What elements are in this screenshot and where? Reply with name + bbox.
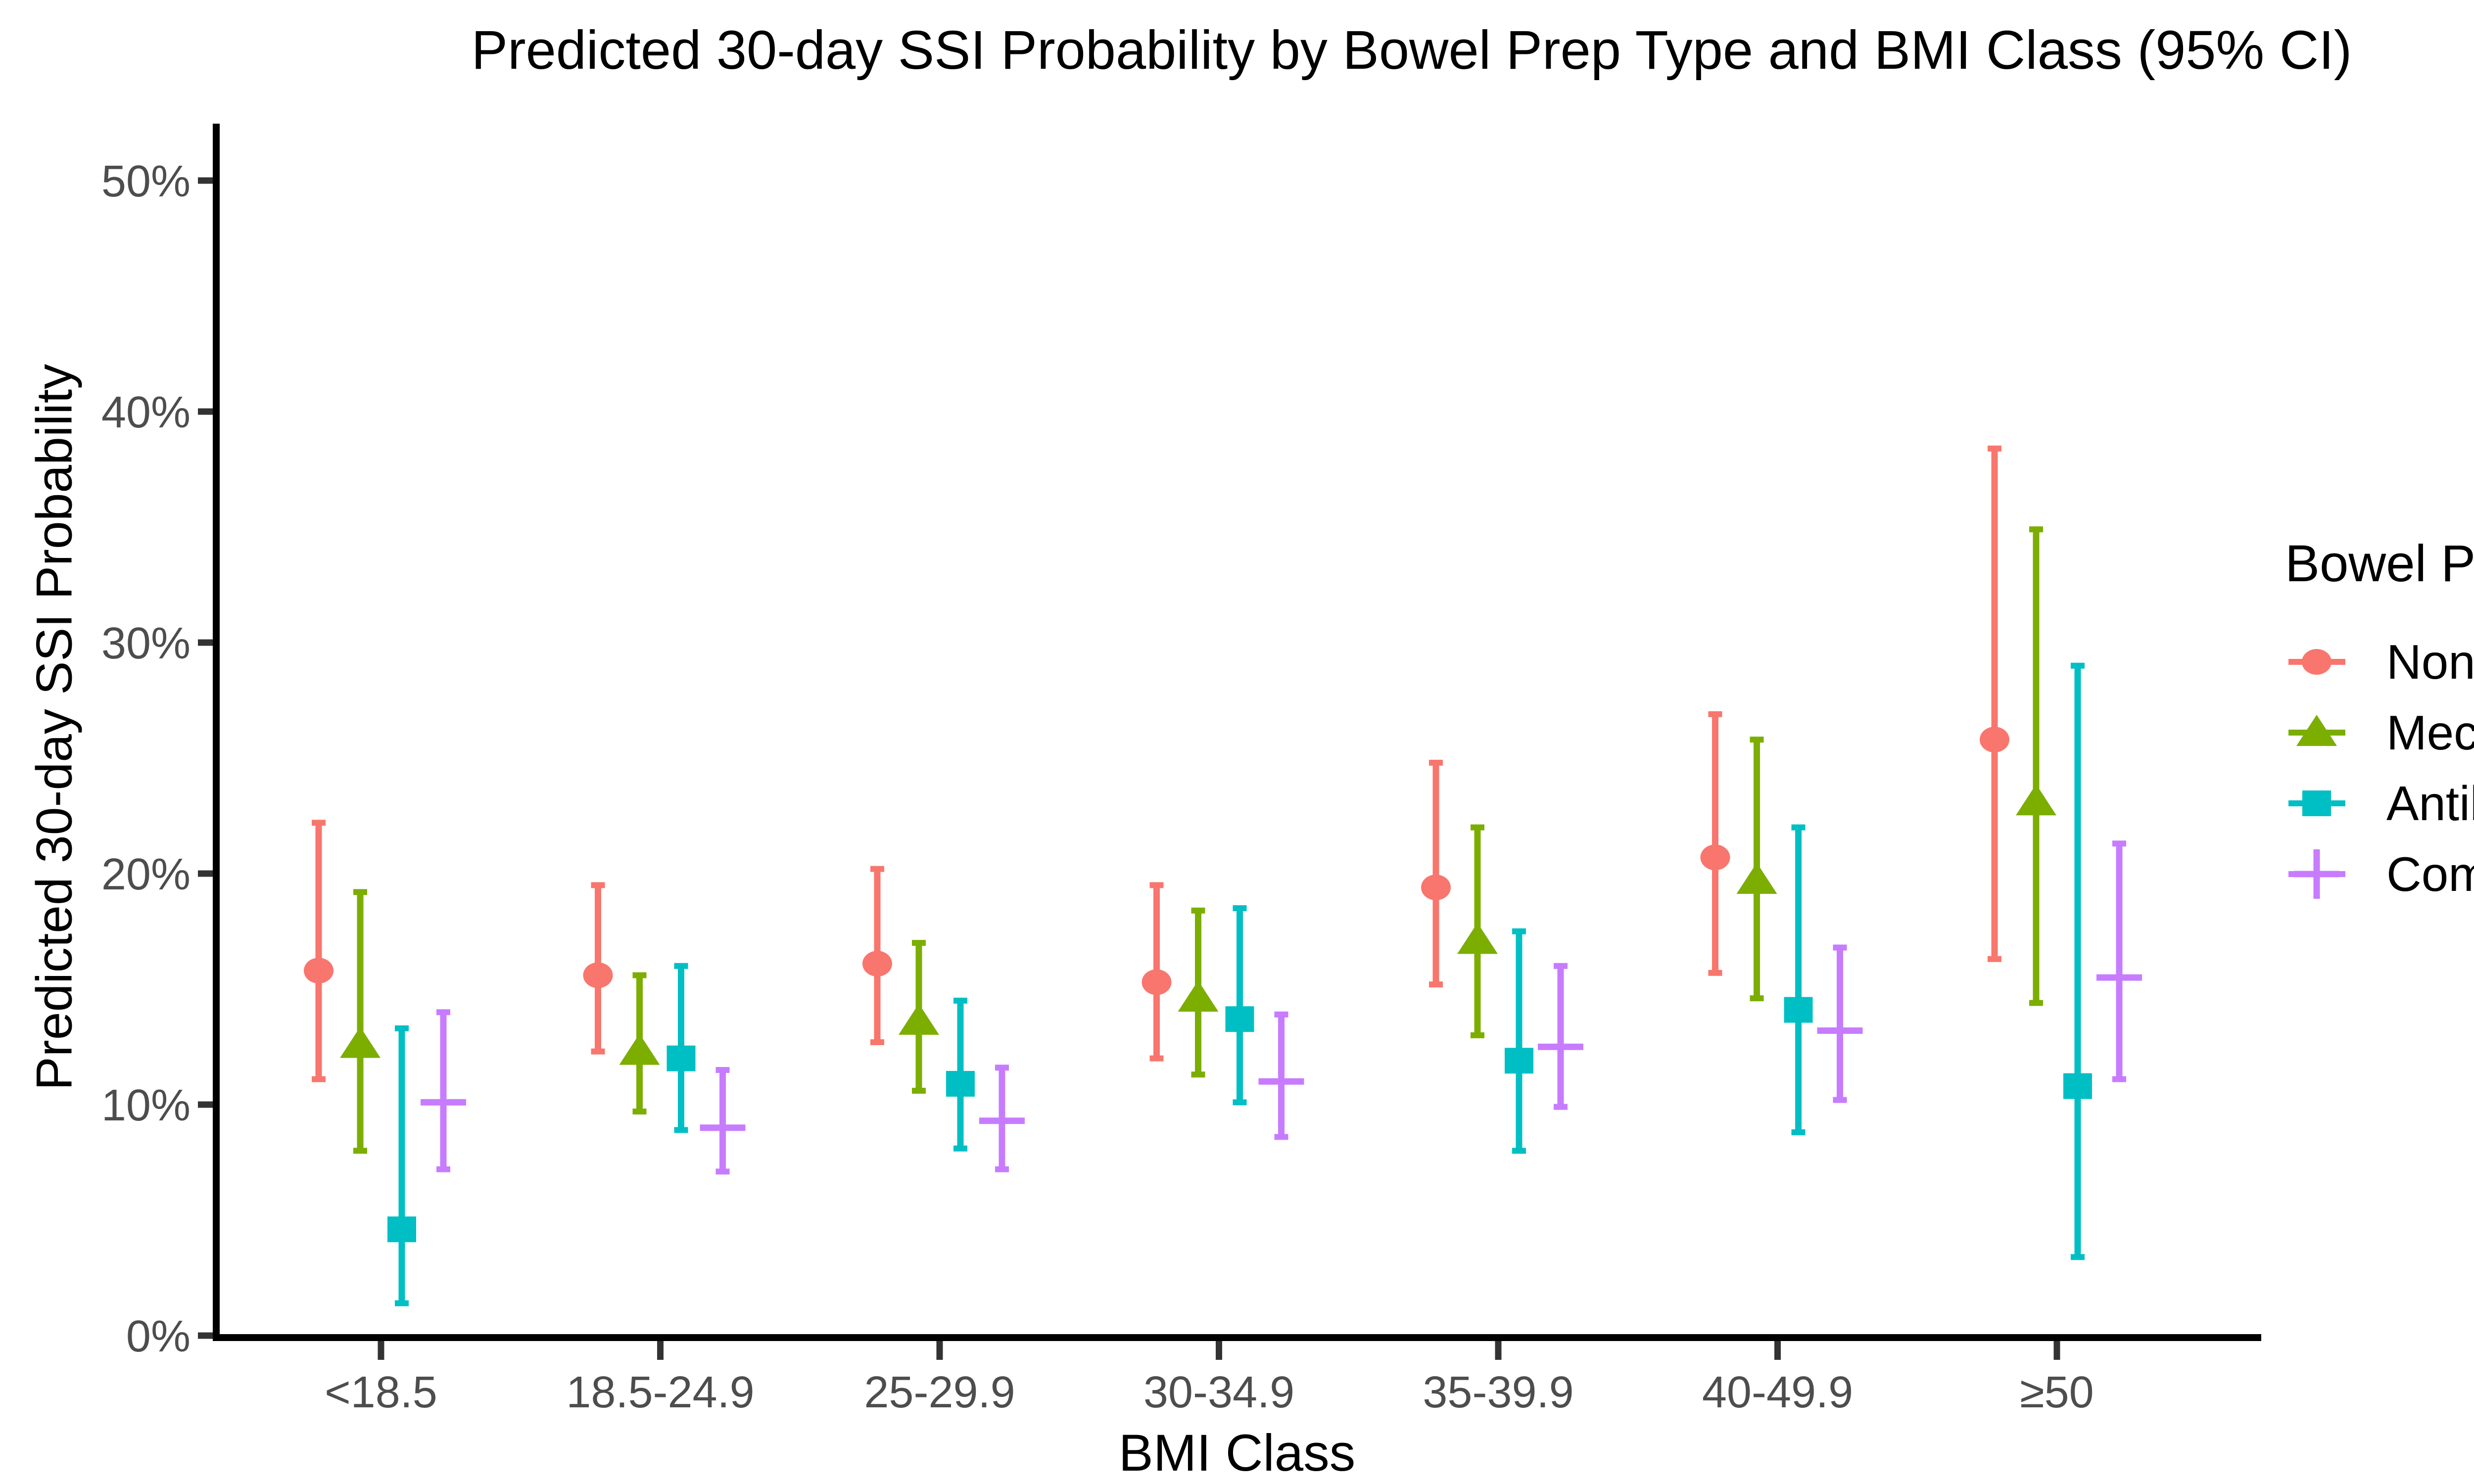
y-tick-label: 10% (101, 1081, 190, 1130)
marker-circle-none (304, 958, 333, 984)
legend-label: Combined (2386, 846, 2474, 901)
legend-label: Antibiotics (2386, 776, 2474, 831)
x-axis-title: BMI Class (1118, 1424, 1356, 1482)
legend-key-square-icon (2288, 790, 2345, 816)
y-tick-label: 20% (101, 850, 190, 899)
marker-triangle-mechanical (619, 1033, 660, 1065)
legend-item-antibiotics: Antibiotics (2281, 766, 2474, 840)
legend-key-triangle-icon (2288, 715, 2345, 746)
marker-triangle-mechanical (899, 1003, 939, 1035)
marker-circle-none (1421, 875, 1451, 901)
marker-square-antibiotics (1505, 1048, 1533, 1074)
x-tick-label: 35-39.9 (1423, 1368, 1573, 1417)
marker-square-antibiotics (666, 1045, 696, 1071)
legend-item-none: None (2281, 625, 2474, 699)
marker-square-antibiotics (2063, 1073, 2092, 1099)
x-tick-label: 30-34.9 (1143, 1368, 1294, 1417)
x-tick-label: ≥50 (2020, 1368, 2094, 1417)
y-tick-label: 0% (126, 1312, 190, 1361)
legend-label: None (2386, 634, 2474, 689)
marker-square-antibiotics (1225, 1006, 1254, 1032)
marker-square-antibiotics (946, 1070, 975, 1097)
legend-label: Mechanical (2386, 705, 2474, 760)
marker-triangle-mechanical (1178, 980, 1219, 1012)
legend-key-shape (2302, 790, 2331, 816)
x-tick-label: 18.5-24.9 (566, 1368, 754, 1417)
marker-triangle-mechanical (1457, 923, 1498, 954)
legend-item-combined: Combined (2281, 837, 2474, 911)
marker-triangle-mechanical (2016, 784, 2056, 816)
marker-square-antibiotics (387, 1216, 416, 1243)
legend-key-shape (2296, 715, 2337, 746)
x-tick-label: 40-49.9 (1702, 1368, 1853, 1417)
marker-square-antibiotics (1784, 997, 1813, 1023)
chart-title: Predicted 30-day SSI Probability by Bowe… (471, 20, 2352, 81)
y-tick-label: 50% (101, 157, 190, 206)
legend-key-circle-icon (2288, 649, 2345, 675)
marker-triangle-mechanical (1736, 863, 1777, 894)
marker-circle-none (862, 951, 892, 977)
legend-key-shape (2302, 649, 2331, 675)
marker-triangle-mechanical (340, 1026, 381, 1058)
legend-key-plus-icon (2288, 849, 2345, 899)
legend: Bowel Prep None Mechanical Antibiotics Comb… (2281, 534, 2474, 979)
y-tick-label: 40% (101, 388, 190, 437)
marker-circle-none (1142, 969, 1172, 995)
legend-title: Bowel Prep (2285, 535, 2474, 593)
x-tick-label: <18.5 (325, 1368, 437, 1417)
y-tick-label: 30% (101, 619, 190, 668)
marker-circle-none (1980, 727, 2009, 753)
x-tick-label: 25-29.9 (864, 1368, 1015, 1417)
legend-item-mechanical: Mechanical (2281, 696, 2474, 770)
marker-circle-none (583, 962, 613, 988)
marker-circle-none (1700, 844, 1730, 871)
